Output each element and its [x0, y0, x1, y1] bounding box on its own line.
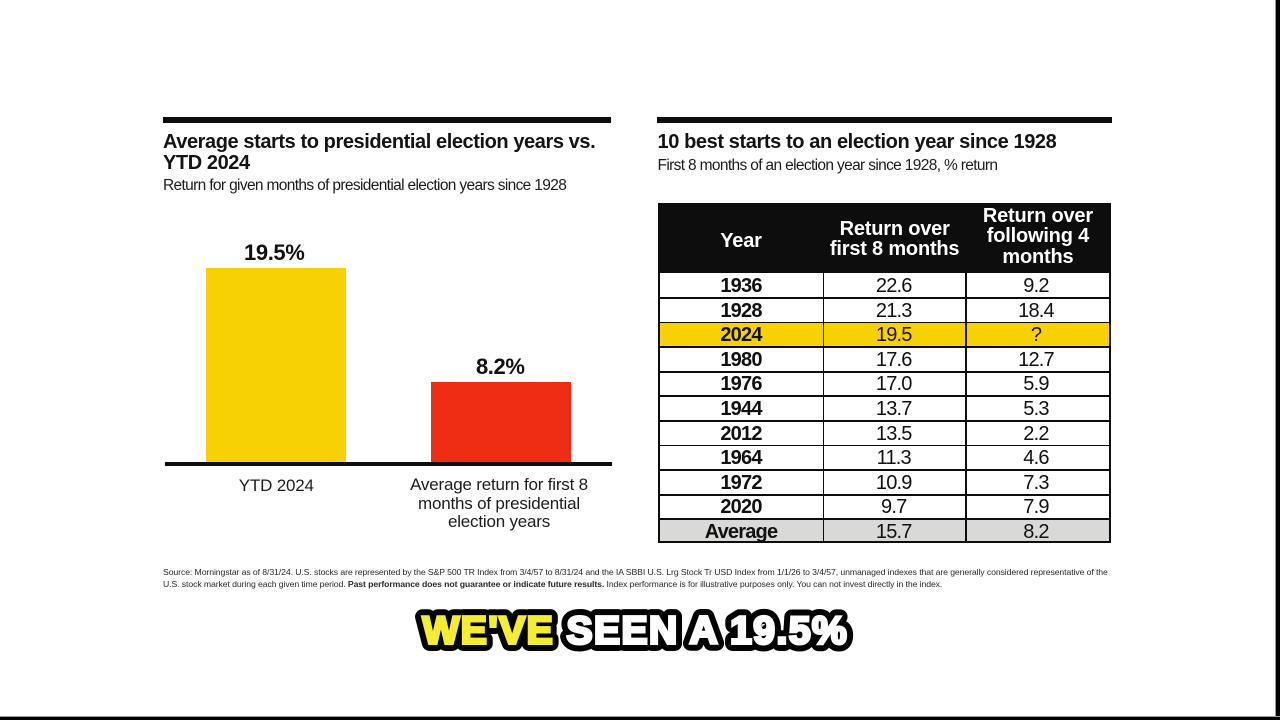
- svg-text:WE'VE SEEN A 19.5%: WE'VE SEEN A 19.5%: [423, 610, 849, 653]
- svg-text:WE'VE SEEN A 19.5%: WE'VE SEEN A 19.5%: [423, 610, 849, 653]
